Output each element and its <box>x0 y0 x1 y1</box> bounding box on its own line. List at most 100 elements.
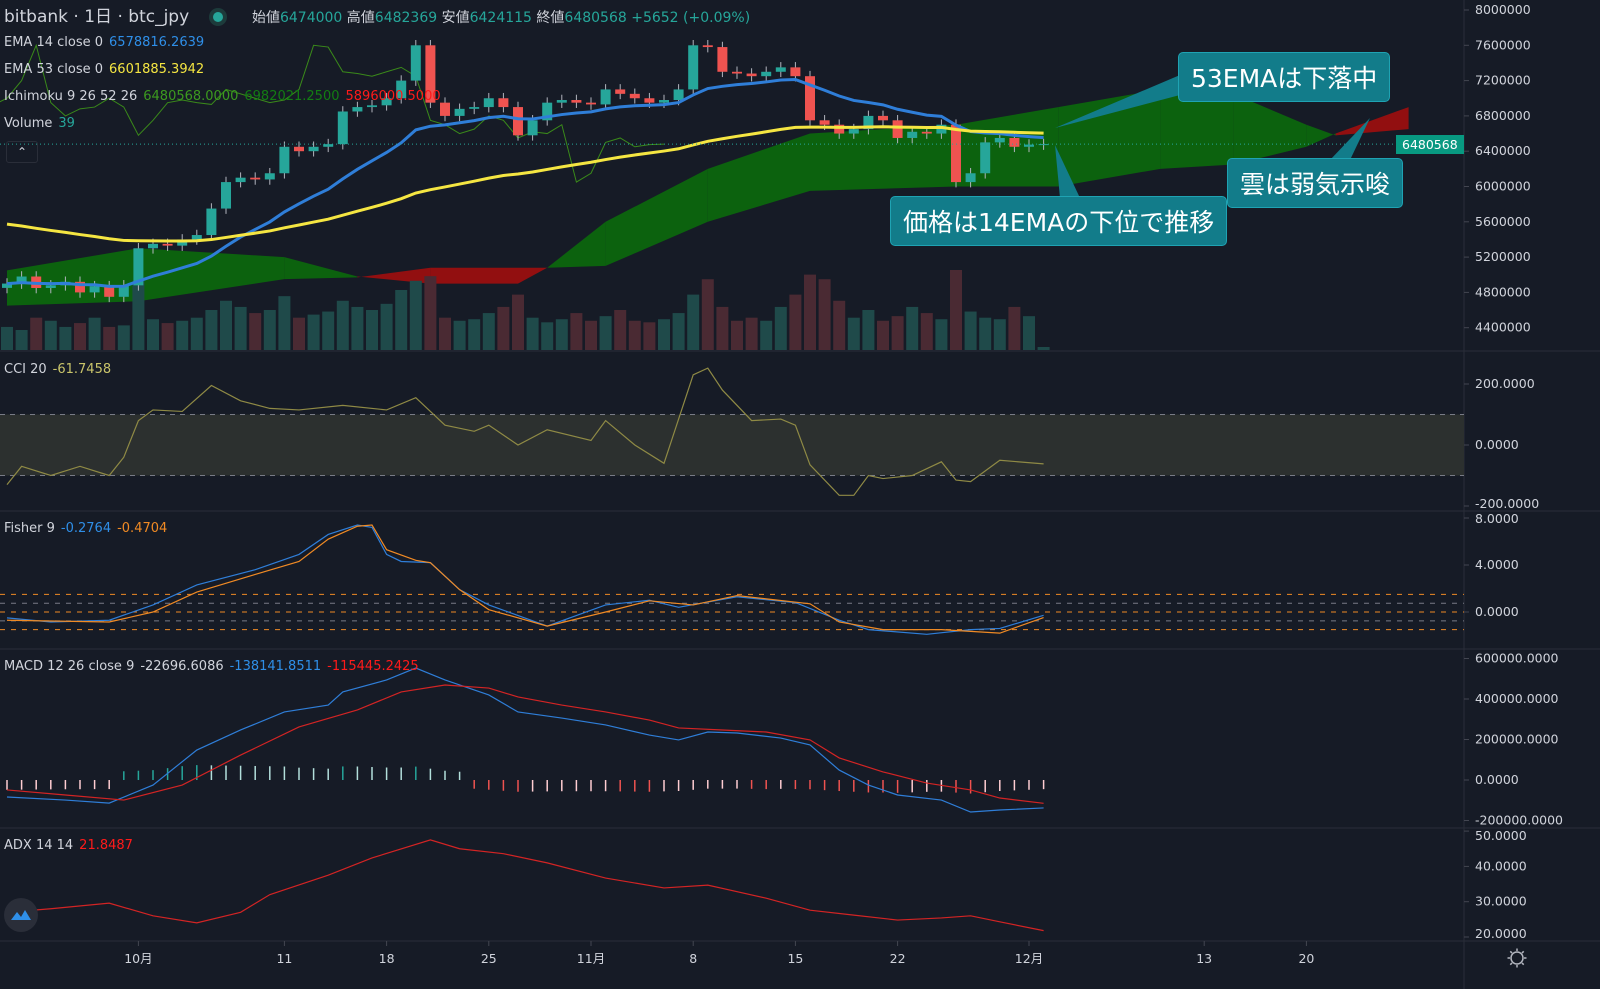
legend-value: -115445.2425 <box>327 659 419 674</box>
volume-bar <box>1023 316 1035 350</box>
last-price-tag: 6480568 <box>1396 135 1464 154</box>
macd-tick-label: 0.0000 <box>1475 772 1519 787</box>
volume-bar <box>366 310 378 350</box>
legend-adx[interactable]: ADX 14 14 21.8487 <box>4 838 139 853</box>
volume-bar <box>117 325 130 350</box>
time-axis-label: 20 <box>1298 951 1314 966</box>
volume-bar <box>147 319 159 350</box>
candle-body <box>308 146 319 152</box>
volume-bar <box>745 317 758 350</box>
cci-tick-label: -200.0000 <box>1475 496 1539 511</box>
price-tick-label: 8000000 <box>1475 2 1531 17</box>
candle-body <box>250 177 261 180</box>
candle-body <box>702 45 713 48</box>
volume-bar <box>672 313 685 350</box>
volume-bar <box>555 319 568 350</box>
volume-bar <box>74 323 86 350</box>
volume-bar <box>1 326 13 350</box>
candle-body <box>221 182 231 209</box>
gear-tooth <box>1509 950 1513 954</box>
volume-bar <box>249 313 262 350</box>
volume-bar <box>1008 306 1021 350</box>
ichimoku-cloud-segment <box>1306 124 1336 147</box>
ichimoku-cloud-segment <box>707 133 810 222</box>
volume-bar <box>1037 347 1050 350</box>
interval[interactable]: 1日 <box>84 7 113 27</box>
candle-body <box>688 45 699 90</box>
time-axis-label: 15 <box>787 951 803 966</box>
annotation-ema53-falling[interactable]: 53EMAは下落中 <box>1178 52 1391 102</box>
legend-value: 21.8487 <box>79 838 133 853</box>
legend-label: CCI 20 <box>4 362 47 377</box>
collapse-legend-button[interactable]: ⌃ <box>6 141 38 163</box>
candle-body <box>469 107 480 109</box>
candle-body <box>1024 144 1034 147</box>
settings-gear-icon[interactable] <box>1507 948 1527 968</box>
fisher-trigger-line <box>6 524 1044 634</box>
volume-bar <box>789 294 802 350</box>
ichimoku-cloud-segment <box>138 248 285 302</box>
ichimoku-cloud-segment <box>1058 89 1161 187</box>
callout-pointer <box>1330 118 1370 160</box>
ichimoku-cloud-segment <box>284 257 358 280</box>
symbol-name[interactable]: btc_jpy <box>128 7 190 27</box>
legend-label: Volume <box>4 116 53 131</box>
ichimoku-cloud-segment <box>518 267 548 284</box>
ema14-line <box>6 77 1044 288</box>
legend-ema14[interactable]: EMA 14 close 0 6578816.2639 <box>4 35 210 50</box>
legend-value: -138141.8511 <box>229 659 322 674</box>
cci-line <box>6 367 1044 496</box>
volume-bar <box>59 326 72 350</box>
candle-body <box>1038 144 1049 146</box>
macd-signal-line <box>6 684 1044 804</box>
volume-bar <box>263 310 276 350</box>
candle-body <box>279 146 290 174</box>
adx-tick-label: 40.0000 <box>1475 858 1527 873</box>
candle-body <box>951 124 961 183</box>
ichimoku-cloud-segment <box>7 248 139 306</box>
volume-bar <box>15 330 28 350</box>
legend-label: EMA 14 close 0 <box>4 35 104 50</box>
legend-macd[interactable]: MACD 12 26 close 9 -22696.6086 -138141.851… <box>4 659 425 674</box>
candle-body <box>848 129 859 134</box>
adx-tick-label: 30.0000 <box>1475 894 1527 909</box>
legend-volume[interactable]: Volume 39 <box>4 116 81 131</box>
candle-body <box>352 107 363 112</box>
candle-body <box>2 283 12 288</box>
volume-bar <box>804 274 816 350</box>
legend-cci[interactable]: CCI 20 -61.7458 <box>4 362 117 377</box>
legend-ichimoku[interactable]: Ichimoku 9 26 52 26 6480568.0000 6982021.2… <box>4 89 447 104</box>
tradingview-logo[interactable] <box>4 898 38 932</box>
legend-ema53[interactable]: EMA 53 close 0 6601885.3942 <box>4 62 210 77</box>
gear-tooth <box>1521 962 1525 966</box>
legend-fisher[interactable]: Fisher 9 -0.2764 -0.4704 <box>4 521 173 536</box>
high-value: 6482369 <box>374 10 438 26</box>
legend-value: -61.7458 <box>52 362 112 377</box>
annotation-price-below-ema14[interactable]: 価格は14EMAの下位で推移 <box>890 196 1228 246</box>
candle-body <box>921 131 932 134</box>
volume-bar <box>322 311 335 350</box>
high-label: 高値 <box>346 10 375 26</box>
volume-bar <box>833 300 846 350</box>
chevron-up-icon: ⌃ <box>16 145 28 159</box>
candle-body <box>1009 137 1020 147</box>
annotation-cloud-bearish[interactable]: 雲は弱気示唆 <box>1227 158 1404 208</box>
candle-body <box>746 73 757 77</box>
exchange-name: bitbank <box>4 7 69 27</box>
price-tick-label: 6800000 <box>1475 108 1531 123</box>
candle-body <box>907 131 918 138</box>
volume-bar <box>716 306 729 350</box>
candle-body <box>878 115 888 121</box>
price-tick-label: 4800000 <box>1475 284 1531 299</box>
candle-body <box>264 173 275 180</box>
legend-value: 6480568.0000 <box>143 89 239 104</box>
macd-tick-label: -200000.0000 <box>1475 813 1563 828</box>
volume-bar <box>964 311 977 350</box>
legend-value: -0.4704 <box>117 521 168 536</box>
ichimoku-cloud-segment <box>1160 89 1234 169</box>
candle-body <box>834 124 845 134</box>
volume-bar <box>336 300 349 350</box>
close-label: 終値 <box>536 10 565 26</box>
